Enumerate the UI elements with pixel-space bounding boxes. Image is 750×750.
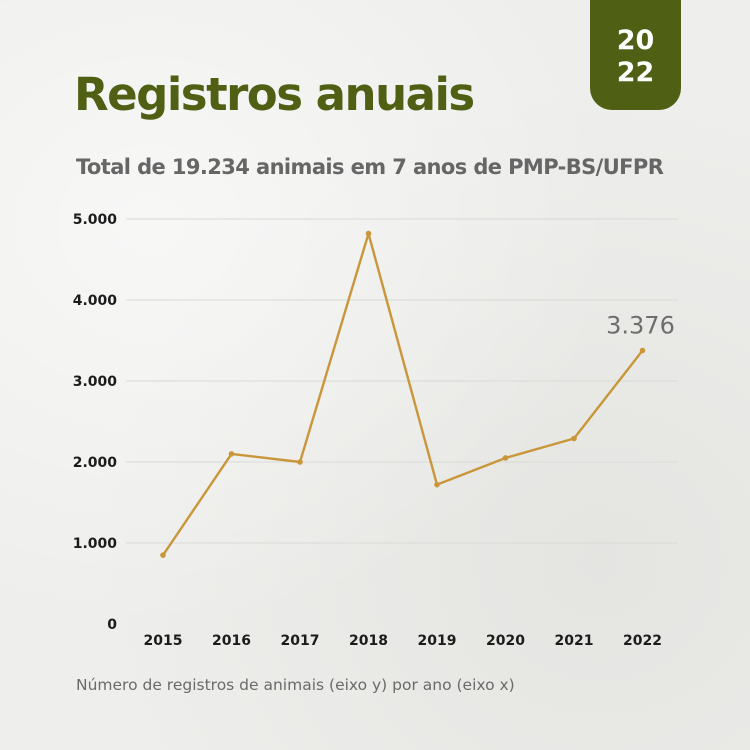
- x-tick-label: 2016: [212, 633, 251, 649]
- x-tick-label: 2015: [144, 633, 183, 649]
- data-point: [228, 451, 235, 457]
- x-axis-ticks: 2015 2016 2017 2018 2019 2020 2021 2022: [144, 633, 662, 649]
- y-tick-label: 2.000: [73, 455, 118, 471]
- data-point: [639, 347, 646, 354]
- x-tick-label: 2019: [418, 633, 457, 649]
- page-subtitle: Total de 19.234 animais em 7 anos de PMP…: [76, 155, 664, 179]
- x-tick-label: 2017: [281, 633, 320, 649]
- year-badge-line1: 20: [616, 25, 655, 56]
- series-line: [161, 232, 644, 557]
- data-point: [160, 552, 166, 558]
- y-tick-label: 4.000: [73, 293, 118, 309]
- y-tick-label: 0: [107, 617, 117, 633]
- year-badge: 20 22: [590, 0, 681, 110]
- y-tick-label: 5.000: [73, 212, 118, 228]
- data-point: [297, 459, 303, 465]
- data-labels: 3.376: [606, 312, 675, 340]
- series: [160, 230, 646, 558]
- data-point: [365, 230, 372, 237]
- x-tick-label: 2022: [623, 633, 662, 649]
- y-tick-label: 1.000: [73, 536, 118, 552]
- data-point: [502, 455, 509, 461]
- gridlines: [126, 218, 678, 544]
- x-tick-label: 2020: [486, 633, 525, 649]
- page-title: Registros anuais: [74, 68, 475, 121]
- y-tick-label: 3.000: [73, 374, 118, 390]
- x-tick-label: 2018: [349, 633, 388, 649]
- data-label: 3.376: [606, 312, 675, 340]
- data-point: [434, 481, 440, 488]
- data-point: [571, 435, 577, 442]
- year-badge-line2: 22: [616, 57, 655, 88]
- x-tick-label: 2021: [555, 633, 594, 649]
- axis-footnote: Número de registros de animais (eixo y) …: [76, 676, 515, 694]
- y-axis-ticks: 0 1.000 2.000 3.000 4.000 5.000: [73, 212, 118, 633]
